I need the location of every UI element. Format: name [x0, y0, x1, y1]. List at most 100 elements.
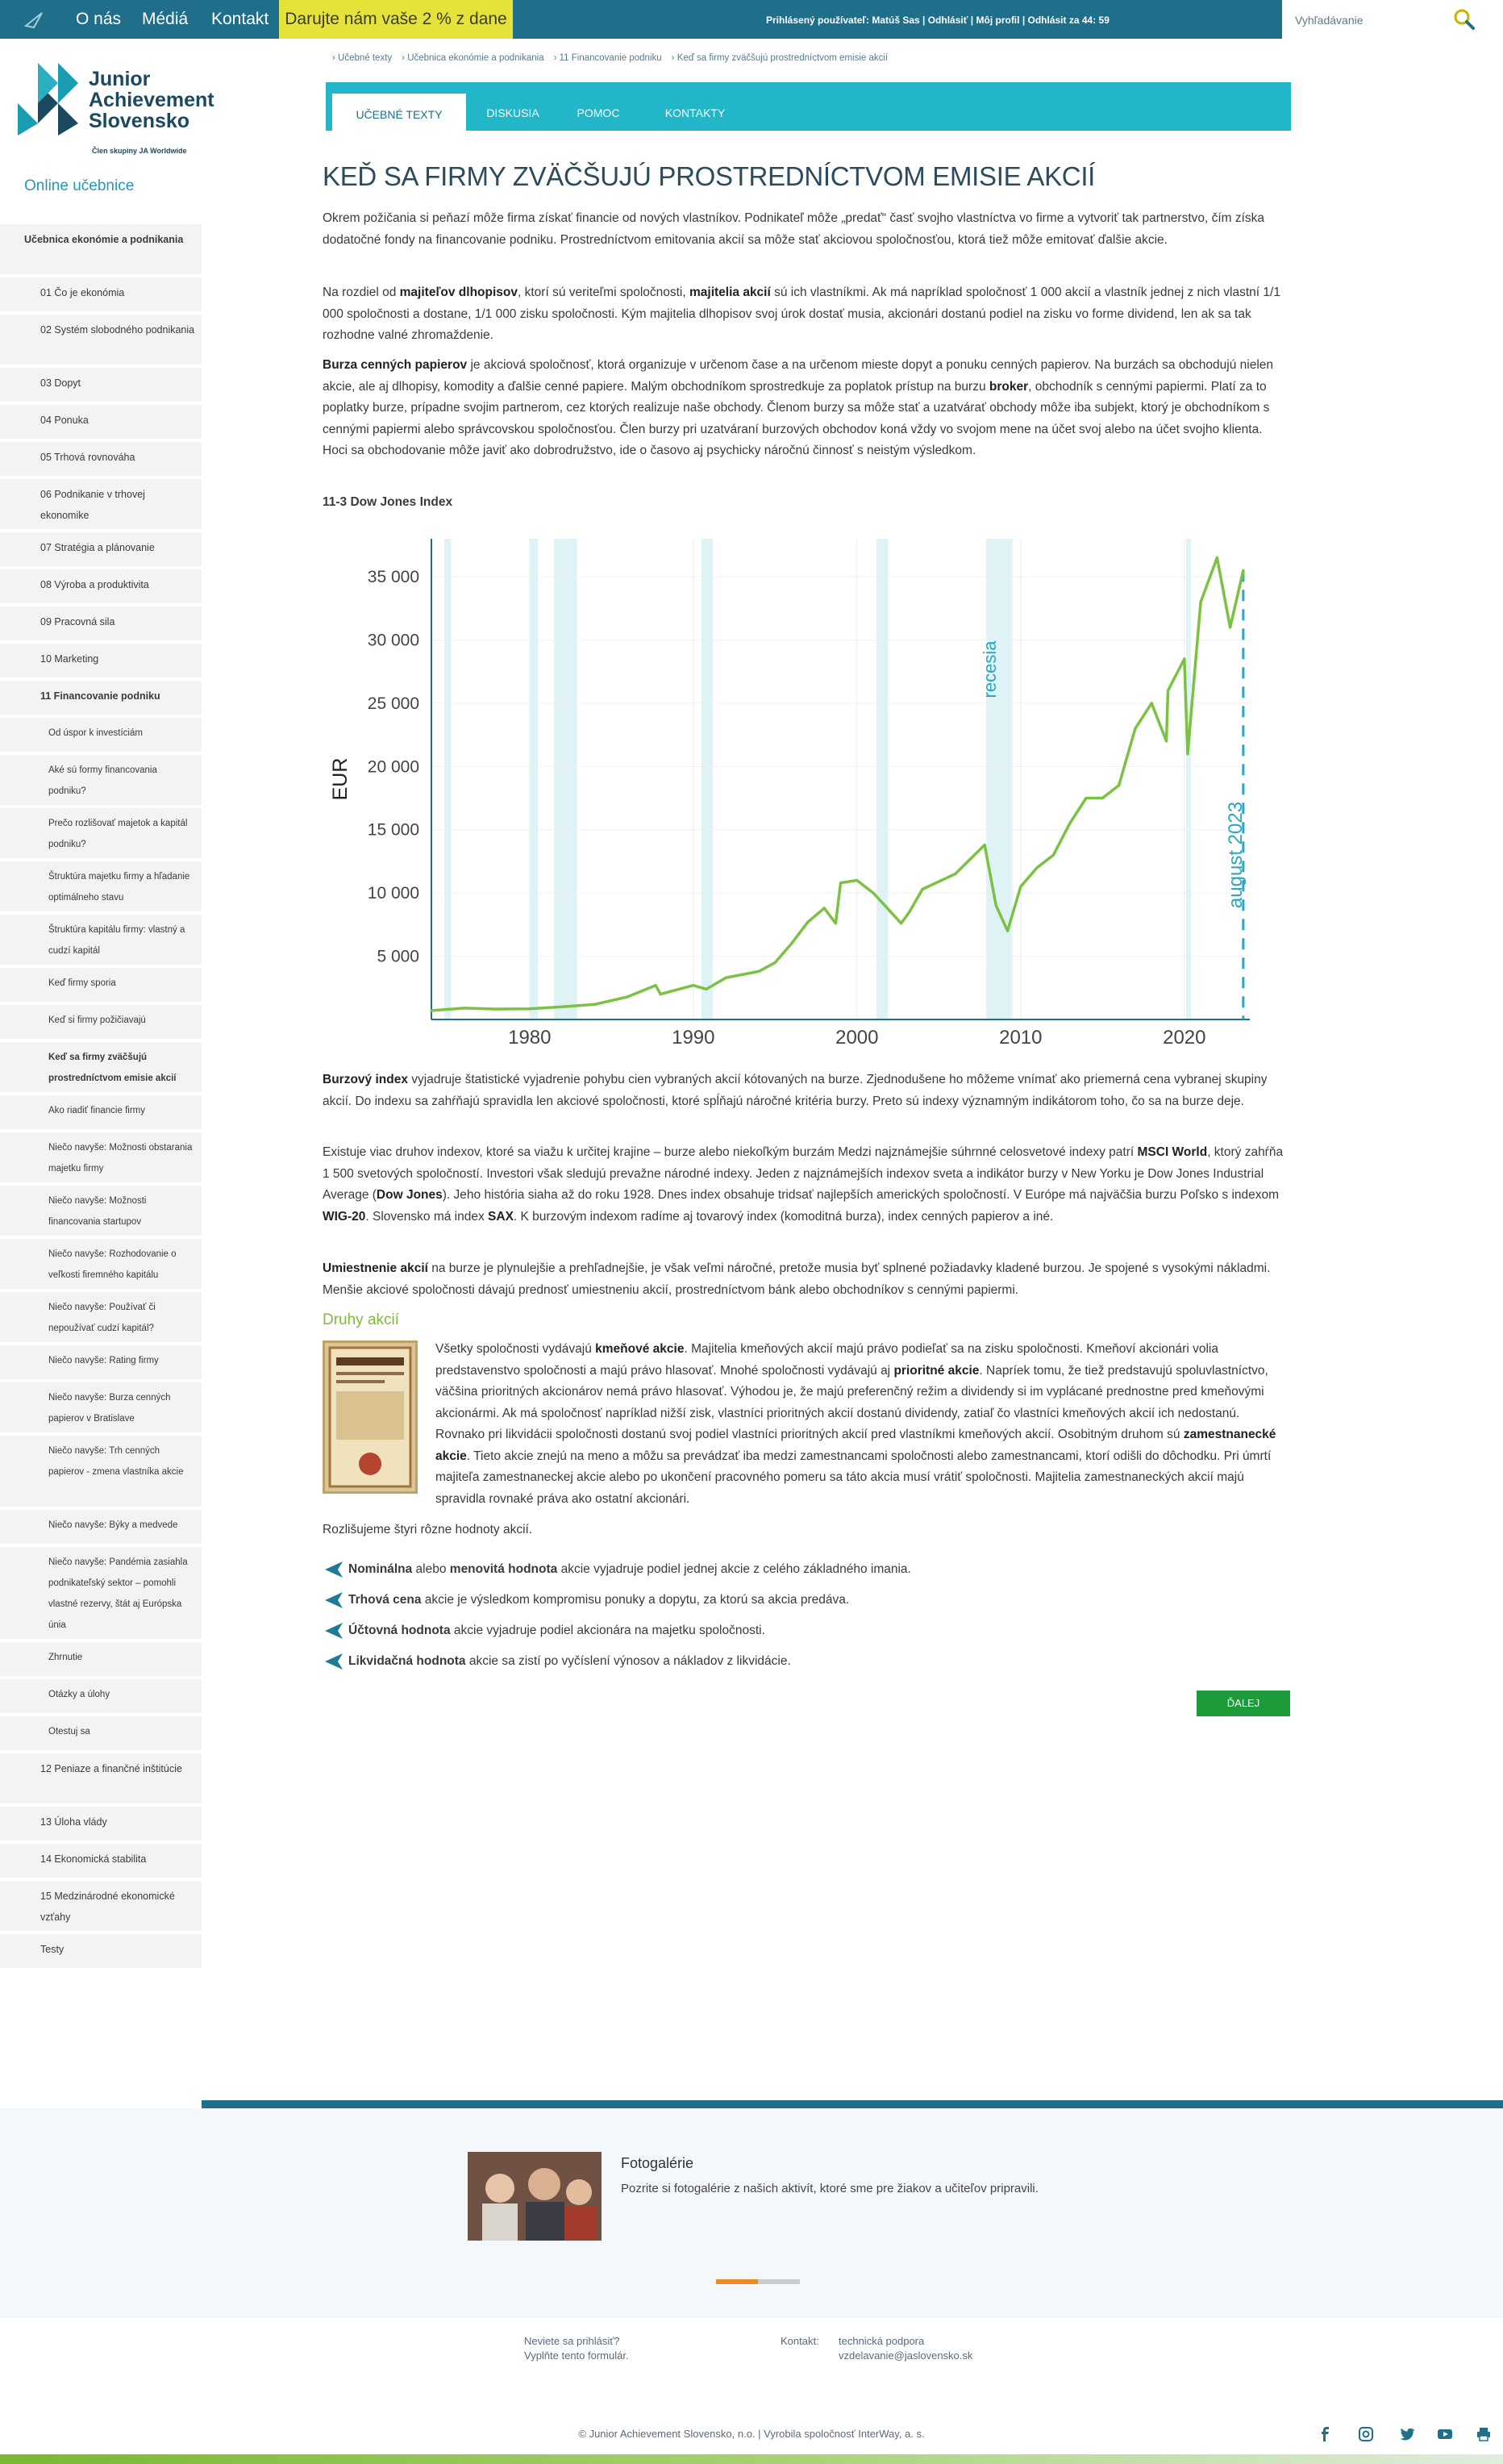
sidebar-item[interactable]: Ako riadiť financie firmy — [0, 1095, 202, 1131]
twitter-icon[interactable] — [1398, 2426, 1414, 2442]
sidebar-item-label: 04 Ponuka — [40, 415, 89, 426]
y-tick-label: 25 000 — [368, 694, 419, 713]
sidebar-heading[interactable]: Online učebnice — [24, 177, 135, 194]
sidebar-item[interactable]: 02 Systém slobodného podnikania — [0, 315, 202, 366]
breadcrumb-separator: › — [553, 53, 560, 63]
sidebar-item[interactable]: 01 Čo je ekonómia — [0, 277, 202, 313]
breadcrumb-separator: › — [332, 53, 339, 63]
breadcrumb-item[interactable]: Keď sa firmy zväčšujú prostredníctvom em… — [677, 53, 889, 63]
top-bar: O nás Médiá Kontakt Darujte nám vaše 2 %… — [0, 0, 1503, 39]
sidebar-item[interactable]: 03 Dopyt — [0, 368, 202, 403]
tab-kontakty[interactable]: KONTAKTY — [664, 106, 726, 119]
y-axis-label: EUR — [329, 758, 352, 801]
sidebar-item[interactable]: Niečo navyše: Rating firmy — [0, 1345, 202, 1381]
nav-kontakt[interactable]: Kontakt — [211, 10, 269, 28]
search-input[interactable]: Vyhľadávanie — [1295, 14, 1364, 27]
gallery-title[interactable]: Fotogalérie — [621, 2155, 694, 2171]
data-point — [757, 969, 760, 973]
sidebar-item-label: 12 Peniaze a finančné inštitúcie — [40, 1763, 182, 1774]
data-point — [463, 1007, 466, 1010]
sidebar-item[interactable]: Štruktúra majetku firmy a hľadanie optim… — [0, 861, 202, 913]
sidebar-item[interactable]: 12 Peniaze a finančné inštitúcie — [0, 1753, 202, 1805]
youtube-icon[interactable] — [1437, 2426, 1453, 2442]
data-point — [822, 907, 826, 910]
footer-divider — [202, 2100, 1503, 2108]
tab-pomoc[interactable]: POMOC — [577, 106, 620, 119]
tab-diskusia[interactable]: DISKUSIA — [486, 106, 539, 119]
donate-button[interactable]: Darujte nám vaše 2 % z dane — [279, 0, 513, 39]
sidebar-item[interactable]: Niečo navyše: Burza cenných papierov v B… — [0, 1382, 202, 1434]
arrow-bullet-icon — [325, 1623, 343, 1639]
data-point — [1166, 689, 1170, 692]
sidebar-item[interactable]: Štruktúra kapitálu firmy: vlastný a cudz… — [0, 915, 202, 966]
sidebar-item[interactable]: Niečo navyše: Pandémia zasiahla podnikat… — [0, 1547, 202, 1641]
search-icon[interactable] — [1453, 8, 1476, 31]
sidebar-item[interactable]: Niečo navyše: Trh cenných papierov - zme… — [0, 1436, 202, 1508]
sidebar-item[interactable]: 10 Marketing — [0, 644, 202, 679]
data-point — [1035, 866, 1039, 869]
gallery-thumbnail[interactable] — [468, 2152, 602, 2241]
breadcrumb-item[interactable]: Učebné texty — [338, 53, 393, 63]
print-icon[interactable] — [1476, 2426, 1492, 2442]
facebook-icon[interactable] — [1318, 2426, 1334, 2442]
sidebar-item[interactable]: Niečo navyše: Býky a medvede — [0, 1510, 202, 1545]
carousel-indicator[interactable] — [716, 2279, 800, 2284]
data-point — [1215, 556, 1218, 560]
breadcrumb-item[interactable]: 11 Financovanie podniku — [559, 53, 662, 63]
sidebar-item[interactable]: 13 Úloha vlády — [0, 1807, 202, 1842]
carousel-active-dot[interactable] — [716, 2279, 758, 2284]
data-point — [1019, 885, 1022, 888]
sidebar-item[interactable]: Od úspor k investíciám — [0, 718, 202, 753]
paragraph-2: Na rozdiel od majiteľov dlhopisov, ktorí… — [323, 286, 1280, 342]
sidebar-item[interactable]: Otestuj sa — [0, 1716, 202, 1752]
sidebar-item-label: 10 Marketing — [40, 653, 99, 665]
footer-green-bar — [0, 2454, 1503, 2464]
sidebar-item[interactable]: 08 Výroba a produktivita — [0, 569, 202, 605]
sidebar-item[interactable]: Učebnica ekonómie a podnikania — [0, 224, 202, 276]
sidebar-item[interactable]: 14 Ekonomická stabilita — [0, 1844, 202, 1879]
y-tick-label: 35 000 — [368, 568, 419, 586]
breadcrumb-separator: › — [671, 53, 677, 63]
login-form-link[interactable]: Vyplňte tento formulár. — [524, 2349, 629, 2362]
sidebar-item[interactable]: Keď si firmy požičiavajú — [0, 1005, 202, 1040]
search-box[interactable]: Vyhľadávanie — [1282, 0, 1503, 39]
data-point — [1085, 796, 1088, 800]
sidebar-item[interactable]: 09 Pracovná sila — [0, 607, 202, 642]
logo[interactable]: Junior Achievement Slovensko Člen skupin… — [18, 63, 235, 160]
data-point — [1150, 702, 1153, 705]
sidebar-item-label: Niečo navyše: Používať či nepoužívať cud… — [48, 1303, 156, 1333]
sidebar-item[interactable]: Prečo rozlišovať majetok a kapitál podni… — [0, 808, 202, 860]
sidebar-item-label: Niečo navyše: Rating firmy — [48, 1356, 159, 1365]
sidebar-item[interactable]: Zhrnutie — [0, 1642, 202, 1678]
sidebar-item[interactable]: 04 Ponuka — [0, 405, 202, 440]
sidebar-item[interactable]: 05 Trhová rovnováha — [0, 442, 202, 477]
ja-mini-logo-icon[interactable] — [24, 10, 44, 29]
sidebar-item[interactable]: Otázky a úlohy — [0, 1679, 202, 1715]
sidebar-item[interactable]: Keď firmy sporia — [0, 968, 202, 1003]
nav-media[interactable]: Médiá — [142, 10, 189, 28]
sidebar-item[interactable]: 07 Stratégia a plánovanie — [0, 532, 202, 568]
contact-label: Kontakt: — [781, 2335, 819, 2347]
instagram-icon[interactable] — [1358, 2426, 1374, 2442]
recession-band — [1185, 539, 1191, 1019]
sidebar-item[interactable]: 06 Podnikanie v trhovej ekonomike — [0, 479, 202, 531]
sidebar-item[interactable]: Aké sú formy financovania podniku? — [0, 755, 202, 807]
sidebar-item[interactable]: 15 Medzinárodné ekonomické vzťahy — [0, 1881, 202, 1932]
user-info[interactable]: Prihlásený používateľ: Matúš Sas | Odhlá… — [766, 15, 1110, 26]
sidebar-item[interactable]: 11 Financovanie podniku — [0, 681, 202, 716]
tab-ucebne-texty[interactable]: UČEBNÉ TEXTY — [332, 90, 466, 132]
sidebar-item[interactable]: Niečo navyše: Možnosti obstarania majetk… — [0, 1132, 202, 1184]
breadcrumb-item[interactable]: Učebnica ekonómie a podnikania — [407, 53, 544, 63]
support-email[interactable]: vzdelavanie@jaslovensko.sk — [839, 2349, 973, 2362]
next-button[interactable]: ĎALEJ — [1197, 1691, 1290, 1716]
sidebar-item[interactable]: Niečo navyše: Rozhodovanie o veľkosti fi… — [0, 1239, 202, 1290]
data-point — [659, 993, 662, 996]
sidebar-item[interactable]: Niečo navyše: Používať či nepoužívať cud… — [0, 1292, 202, 1344]
nav-o-nas[interactable]: O nás — [76, 10, 122, 28]
sidebar-item[interactable]: Testy — [0, 1934, 202, 1970]
breadcrumb-separator: › — [402, 53, 408, 63]
login-question: Neviete sa prihlásiť? — [524, 2335, 620, 2347]
sidebar-item[interactable]: Niečo navyše: Možnosti financovania star… — [0, 1186, 202, 1237]
series-line — [431, 556, 1245, 1012]
sidebar-item[interactable]: Keď sa firmy zväčšujú prostredníctvom em… — [0, 1042, 202, 1094]
